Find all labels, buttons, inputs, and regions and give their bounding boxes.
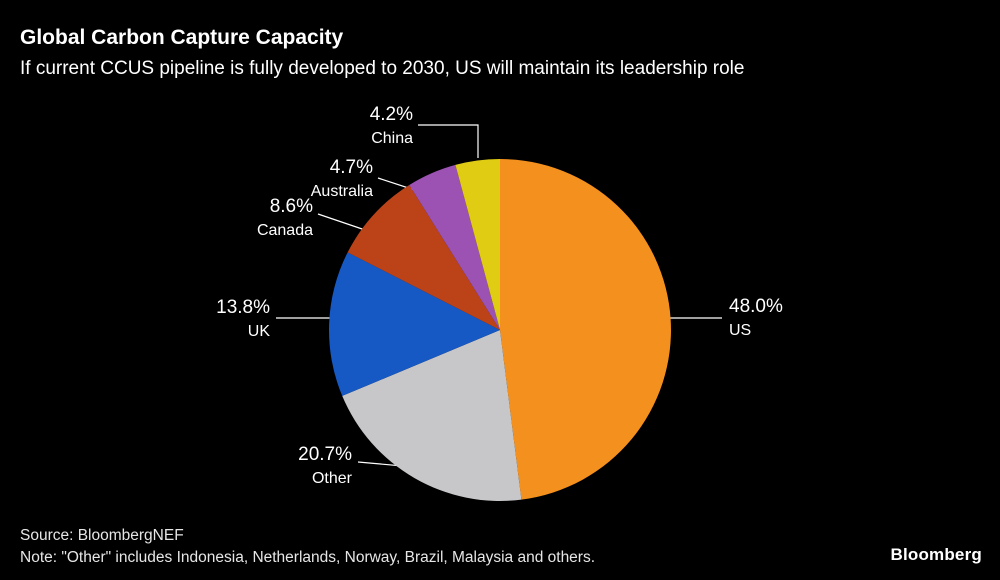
slice-pct-us: 48.0% (729, 296, 783, 317)
pie-chart (329, 159, 671, 501)
slice-label-australia: 4.7% Australia (203, 157, 373, 202)
source-text: Source: BloombergNEF (20, 527, 184, 544)
slice-label-canada: 8.6% Canada (143, 196, 313, 241)
slice-pct-uk: 13.8% (216, 297, 270, 318)
slice-name-canada: Canada (256, 221, 313, 239)
slice-label-other: 20.7% Other (182, 444, 352, 489)
page-subtitle: If current CCUS pipeline is fully develo… (20, 58, 745, 80)
slice-name-uk: UK (247, 322, 270, 340)
slice-pct-canada: 8.6% (269, 196, 313, 217)
slice-pct-australia: 4.7% (329, 157, 373, 178)
slice-label-uk: 13.8% UK (100, 297, 270, 342)
pie-slice-canada (347, 185, 500, 330)
note-text: Note: "Other" includes Indonesia, Nether… (20, 549, 596, 566)
slice-name-australia: Australia (310, 182, 373, 200)
bloomberg-logo: Bloomberg (890, 545, 982, 564)
pie-slice-us (500, 159, 671, 500)
slice-label-china: 4.2% China (243, 104, 413, 149)
slice-name-us: US (729, 321, 752, 339)
slice-label-us: 48.0% US (729, 296, 899, 341)
leader-line-china (418, 124, 479, 158)
slice-name-china: China (371, 129, 413, 147)
slice-name-other: Other (311, 469, 352, 487)
pie-slice-australia (409, 164, 500, 330)
pie-slice-other (342, 330, 522, 501)
slice-pct-other: 20.7% (298, 444, 352, 465)
pie-slice-china (455, 159, 500, 330)
slice-pct-china: 4.2% (369, 104, 413, 125)
chart-header: Global Carbon Capture Capacity If curren… (20, 26, 744, 81)
pie-slice-uk (329, 252, 500, 396)
page-title: Global Carbon Capture Capacity (20, 26, 344, 49)
